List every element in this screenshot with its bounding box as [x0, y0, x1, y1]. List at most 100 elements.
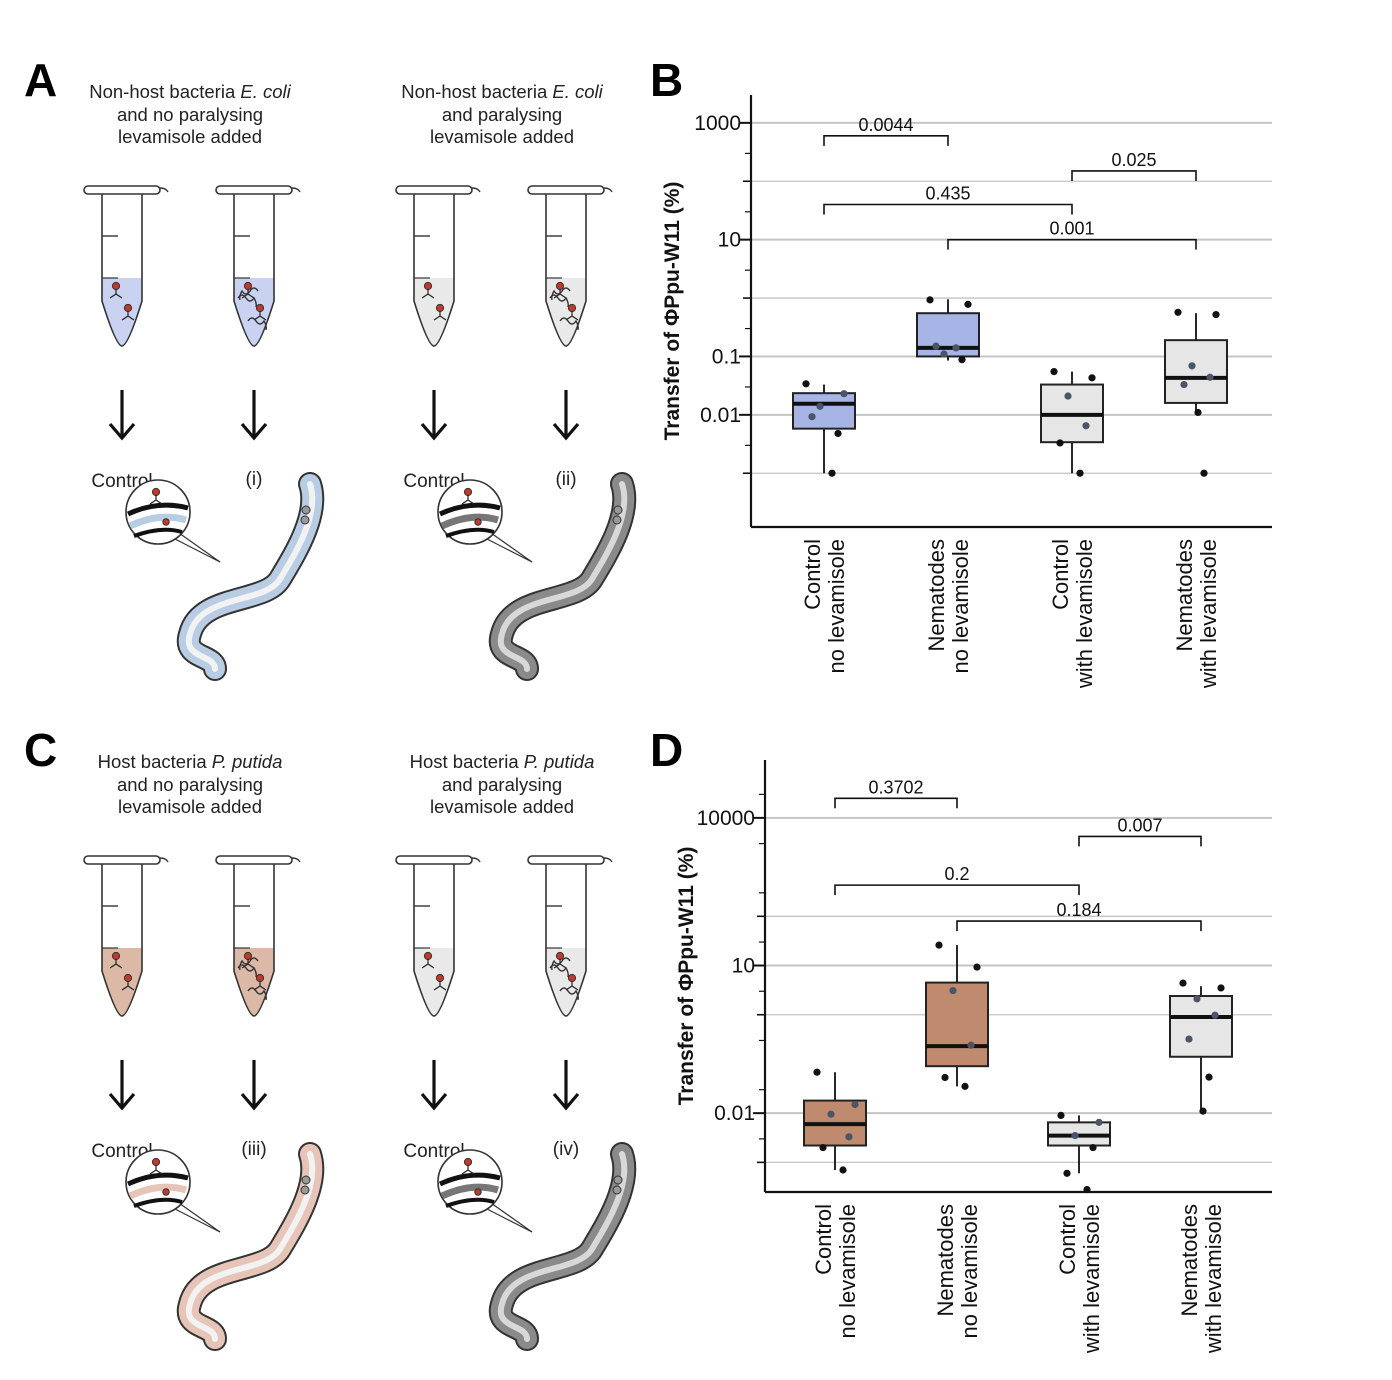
x-category-label-line2: no levamisole: [948, 539, 973, 674]
tube-outline-icon: [545, 864, 587, 1017]
data-point: [845, 1133, 853, 1141]
nematode-bulb-icon: [300, 515, 310, 525]
down-arrow-head-icon: [552, 422, 580, 441]
tube-hinge-icon: [471, 857, 481, 863]
nematode-gut-icon: [497, 481, 628, 672]
nematode-outline-icon: [176, 472, 325, 681]
phage-head-icon: [555, 951, 565, 961]
zoom-lumen-icon: [128, 1183, 188, 1200]
tube-outline-icon: [233, 194, 275, 347]
phage-tail-icon: [121, 311, 135, 321]
nematode-bulb-icon: [612, 1185, 622, 1195]
tube-hinge-icon: [291, 857, 301, 863]
zoom-bubble-icon: [437, 1149, 503, 1215]
box-iqr: [1164, 339, 1228, 404]
panel-letter-a: A: [24, 54, 57, 106]
tube-hinge-icon: [159, 857, 169, 863]
phage-head-icon: [435, 303, 445, 313]
tube-outline-icon: [545, 194, 587, 347]
tube-outline-icon: [413, 194, 455, 347]
caption-species: P. putida: [212, 751, 283, 772]
phage-tail-icon: [109, 289, 123, 299]
nematode-squiggle-icon: [247, 317, 267, 331]
panel-d-boxplot: 0.01 10 10000 Transfer of ΦPpu-W11 (%) 0.370…: [675, 760, 1272, 1354]
zoom-bubble-icon: [125, 479, 191, 545]
left-caption-line2: and no paralysing: [117, 774, 263, 795]
tube-outline-icon: [101, 864, 143, 1017]
x-category-label-line2: with levamisole: [1072, 539, 1097, 689]
data-point: [819, 1143, 827, 1152]
data-point: [1088, 374, 1096, 382]
phage-head-icon: [255, 973, 265, 983]
data-point: [1194, 408, 1202, 417]
box-iqr: [792, 392, 856, 430]
nematode-outline-icon: [488, 472, 637, 681]
data-point: [949, 986, 957, 995]
tube-medium-icon: [414, 948, 454, 1016]
phage-head-icon: [111, 281, 121, 291]
tube-lid-icon: [395, 855, 473, 865]
down-arrow-head-icon: [240, 1092, 268, 1111]
zoom-leader-icon: [486, 538, 533, 563]
phage-tail-icon: [421, 289, 435, 299]
nematode-bulb-icon: [301, 1175, 311, 1185]
x-category-label-line1: Control: [800, 539, 825, 610]
phage-head-icon: [423, 951, 433, 961]
right-caption-line2: and paralysing: [442, 774, 562, 795]
nematode-squiggle-icon: [237, 964, 257, 978]
phage-head-icon: [474, 518, 482, 526]
p-value-label: 0.0044: [858, 115, 913, 135]
y-axis-label: Transfer of ΦPpu-W11 (%): [661, 182, 684, 441]
p-value-label: 0.3702: [868, 777, 923, 797]
data-point: [1211, 1011, 1219, 1019]
tube-lid-icon: [215, 185, 293, 195]
data-point: [1179, 979, 1187, 987]
nematode-bulb-icon: [300, 1185, 310, 1195]
data-point: [1200, 469, 1208, 477]
tube-lid-icon: [527, 855, 605, 865]
right-caption-line1: Host bacteria P. putida: [410, 751, 595, 772]
tube-medium-icon: [102, 278, 142, 346]
data-point: [816, 402, 824, 410]
caption-text: Non-host bacteria: [401, 81, 552, 102]
p-value-label: 0.184: [1056, 900, 1101, 920]
tube-lid-icon: [83, 855, 161, 865]
phage-tail-icon: [421, 959, 435, 969]
phage-head-icon: [243, 951, 253, 961]
data-point: [958, 356, 966, 364]
nematode-bulb-icon: [301, 505, 311, 515]
data-point: [935, 941, 943, 949]
zoom-leader-icon: [174, 1208, 221, 1233]
x-category-label-line1: Nematodes: [933, 1204, 958, 1317]
y-tick-label: 0.01: [700, 404, 741, 427]
box-iqr: [916, 312, 980, 358]
phage-head-icon: [255, 303, 265, 313]
phage-head-icon: [151, 487, 161, 497]
down-arrow-head-icon: [108, 1092, 136, 1111]
zoom-cuticle-icon: [438, 1172, 501, 1187]
data-point: [1064, 392, 1072, 400]
phage-head-icon: [474, 1188, 482, 1196]
panel-b-boxplot: 0.01 0.1 10 1000 Transfer of ΦPpu-W11 (%) 0.0…: [661, 95, 1272, 689]
tube-outline-icon: [233, 864, 275, 1017]
zoom-leader-icon: [174, 538, 221, 563]
zoom-cuticle-icon: [133, 1197, 183, 1208]
x-category-label-line1: Control: [1055, 1204, 1080, 1275]
phage-tail-icon: [461, 495, 475, 505]
y-tick-label: 0.1: [712, 345, 741, 368]
nematode-squiggle-icon: [247, 987, 267, 1001]
left-caption-line2: and no paralysing: [117, 104, 263, 125]
phage-head-icon: [435, 973, 445, 983]
caption-text: Host bacteria: [410, 751, 524, 772]
significance-bracket: [834, 797, 958, 809]
data-point: [1057, 1111, 1065, 1120]
caption-text: Non-host bacteria: [89, 81, 240, 102]
zoom-bubble-icon: [125, 1149, 191, 1215]
phage-head-icon: [123, 973, 133, 983]
condition-label: (i): [246, 469, 263, 490]
data-point: [940, 350, 948, 358]
data-point: [941, 1073, 949, 1082]
nematode-squiggle-icon: [559, 987, 579, 1001]
